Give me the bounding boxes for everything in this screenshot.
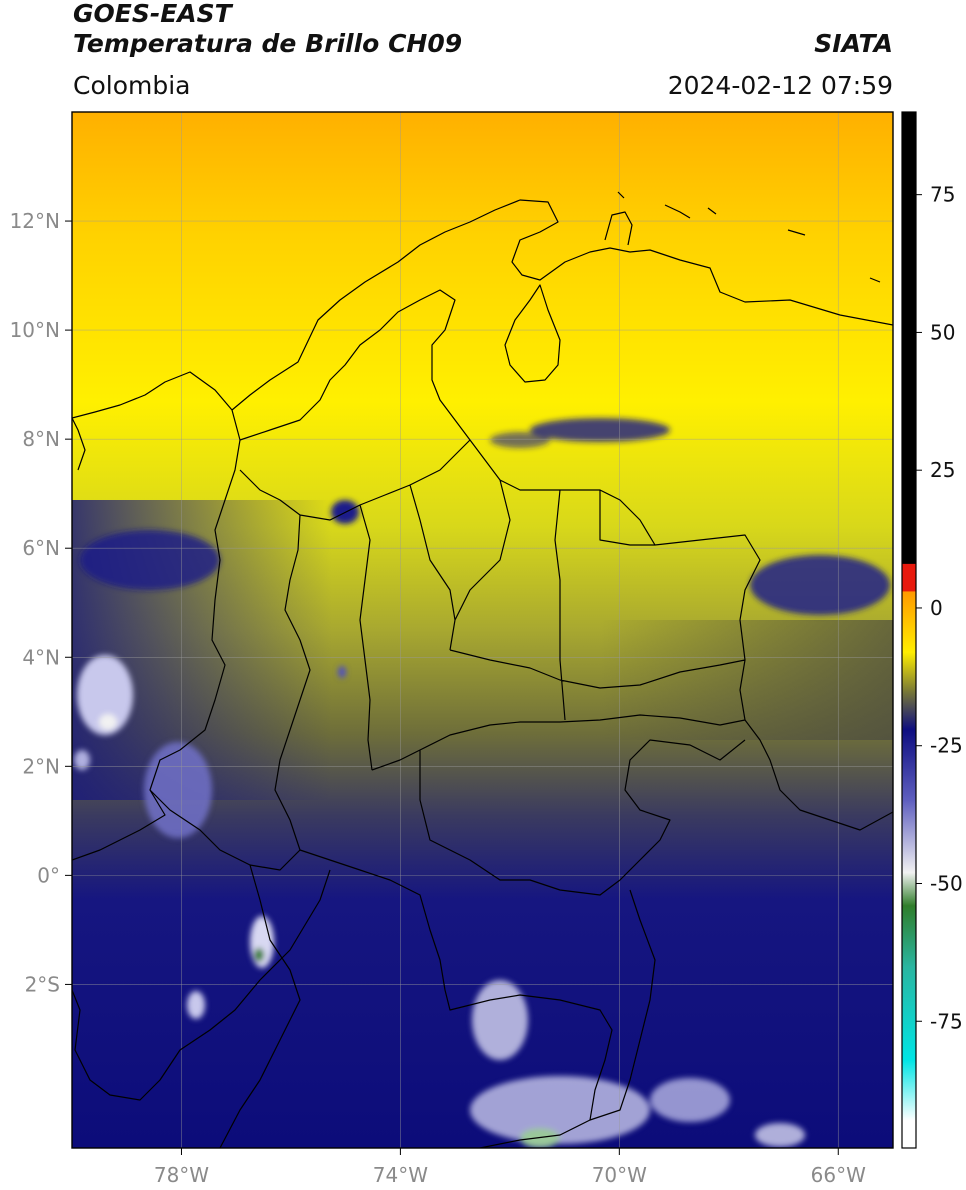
colorbar-segment — [902, 652, 916, 692]
lake-maracaibo — [504, 284, 561, 383]
colorbar-tick-label: 75 — [930, 183, 955, 207]
colorbar-tick-label: -50 — [930, 871, 963, 895]
lon-tick-label: 70°W — [592, 1163, 647, 1187]
lat-tick-label: 6°N — [22, 536, 60, 560]
product-title: Temperatura de Brillo CH09 — [73, 29, 463, 58]
paraguana-peninsula — [604, 211, 633, 246]
colombia-departments — [239, 289, 893, 1121]
colorbar-tick-label: -25 — [930, 734, 963, 758]
colorbar-segment — [902, 690, 916, 730]
colorbar-tick-label: -75 — [930, 1009, 963, 1033]
pacific-coastline — [72, 409, 241, 861]
colorbar-tick-label: 50 — [930, 320, 955, 344]
colorbar-segment — [902, 563, 916, 592]
boundaries — [72, 191, 893, 1148]
colorbar-segment — [902, 966, 916, 1061]
lat-tick-label: 0° — [37, 863, 60, 887]
colorbar-tick-label: 0 — [930, 596, 943, 620]
colorbar-segment — [902, 872, 916, 907]
colorbar-segment — [902, 729, 916, 802]
lon-tick-label: 78°W — [154, 1163, 209, 1187]
lat-tick-label: 10°N — [10, 318, 60, 342]
agency-label: SIATA — [814, 29, 893, 58]
colorbar-tick-label: 25 — [930, 458, 955, 482]
lon-tick-label: 66°W — [811, 1163, 866, 1187]
colorbar-segment — [902, 1120, 916, 1149]
colorbar-segment — [902, 905, 916, 967]
lat-tick-label: 2°S — [25, 972, 60, 996]
colorbar-frame — [901, 111, 917, 1149]
caribbean-islands — [617, 191, 881, 283]
lat-tick-label: 12°N — [10, 209, 60, 233]
ecuador-peru-border — [149, 789, 591, 1148]
colorbar-segment — [902, 112, 916, 565]
region-label: Colombia — [73, 71, 191, 100]
colorbar-segment — [902, 591, 916, 653]
lat-tick-label: 8°N — [22, 427, 60, 451]
datetime-label: 2024-02-12 07:59 — [667, 71, 893, 100]
satellite-title: GOES-EAST — [73, 0, 232, 28]
cold-cloud-features — [74, 418, 890, 1148]
brightness-temperature-field — [72, 112, 893, 1148]
axis-ticks: 12°N 10°N 8°N 6°N 4°N 2°N 0° 2°S 78°W 74°W 70°W 66°… — [10, 209, 867, 1187]
lon-tick-label: 74°W — [373, 1163, 428, 1187]
lat-tick-label: 2°N — [22, 754, 60, 778]
colorbar: 75 50 25 0 -25 -50 -75 — [901, 111, 963, 1149]
ecuador-coast — [72, 869, 331, 1101]
map-frame — [71, 111, 894, 1149]
colorbar-segment — [902, 1059, 916, 1121]
colorbar-segment — [902, 800, 916, 873]
lat-tick-label: 4°N — [22, 645, 60, 669]
graticule — [72, 112, 893, 1148]
caribbean-coastline — [72, 199, 893, 419]
